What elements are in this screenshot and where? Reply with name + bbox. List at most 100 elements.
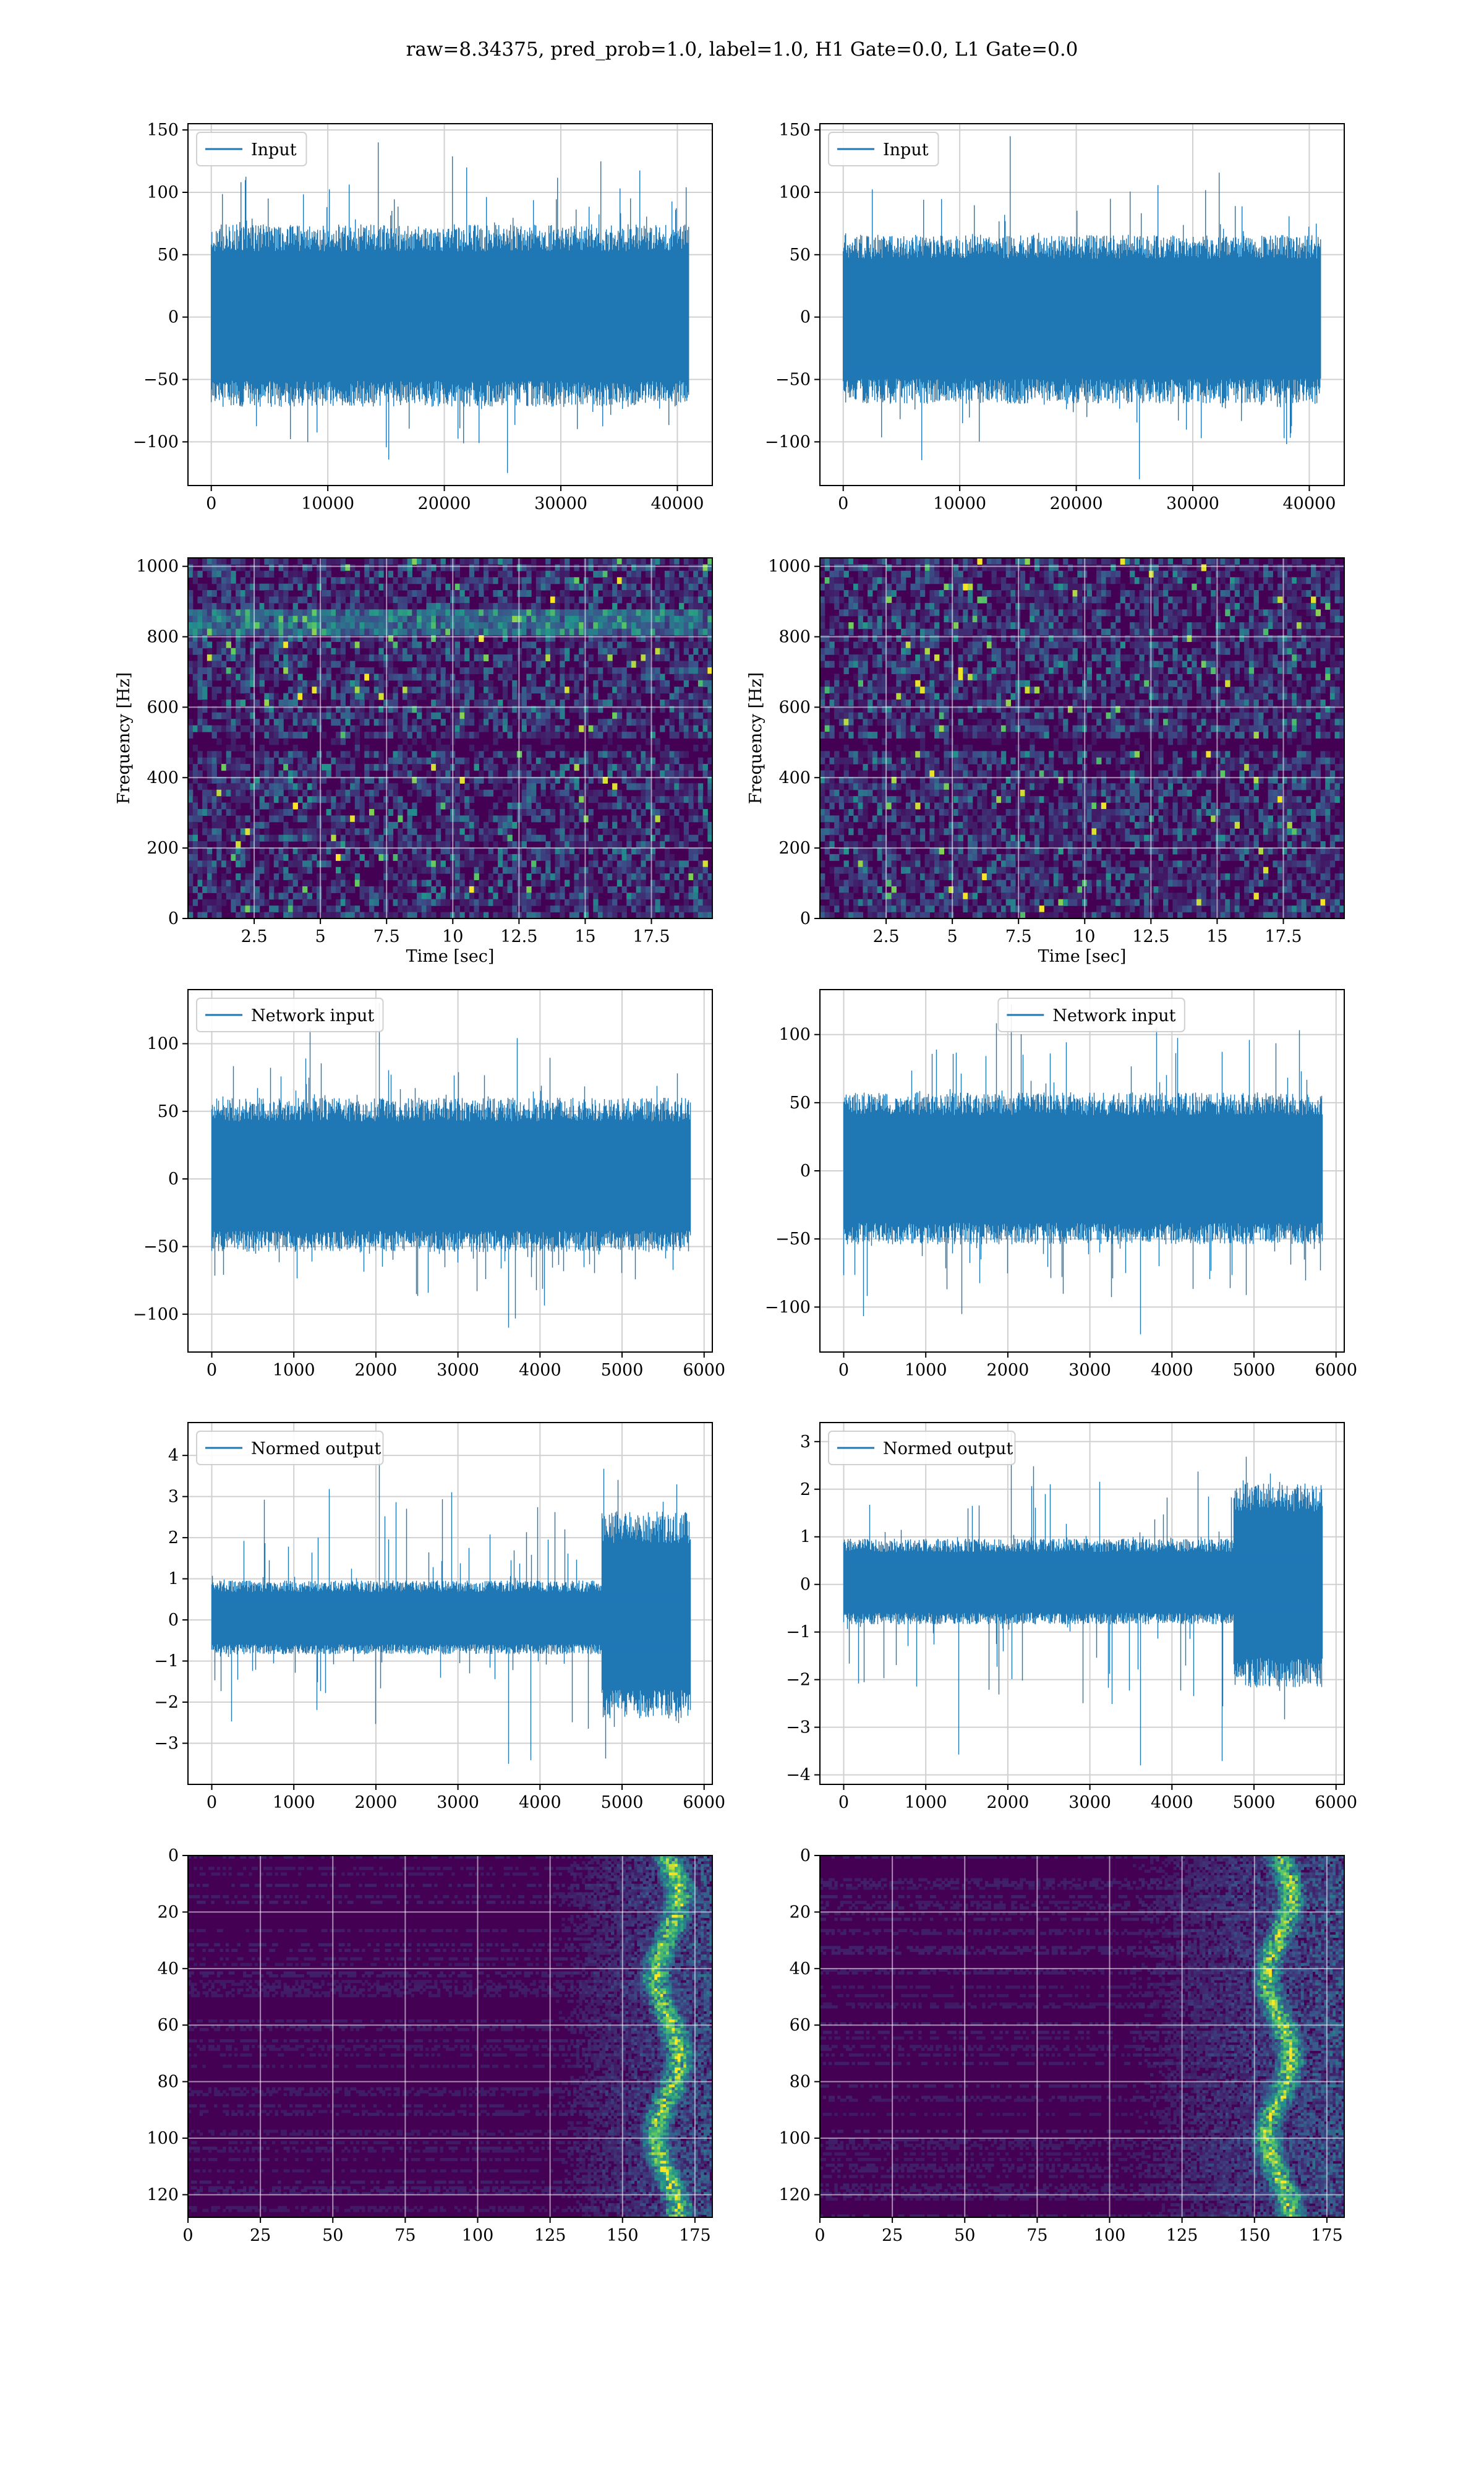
normed-output-h1-xtick: 5000: [601, 1793, 644, 1812]
spectrogram-h1-xtick: 5: [315, 927, 326, 946]
spectrogram-h1-ytick: 800: [147, 628, 179, 647]
network-input-l1-series: [843, 1004, 1323, 1335]
normed-output-l1: Normed output 0 1000 2000 3000 4000 5000 6000 −4…: [786, 1422, 1357, 1812]
input-l1-ytick: 50: [790, 246, 811, 265]
feature-map-l1-ytick: 40: [790, 1959, 811, 1979]
normed-output-h1-legend-label: Normed output: [251, 1439, 381, 1458]
spectrogram-l1-ytick: 200: [778, 839, 811, 858]
feature-map-l1-image: [820, 1856, 1344, 2217]
feature-map-h1: 0 25 50 75 100 125 150 175 0 20 40 60 80 100 120: [147, 1846, 713, 2245]
spectrogram-h1-xlabel: Time [sec]: [406, 947, 495, 966]
feature-map-h1-image: [188, 1856, 712, 2217]
input-l1-ytick: −50: [775, 370, 811, 390]
normed-output-l1-ytick: 2: [800, 1480, 811, 1499]
spectrogram-l1-ylabel: Frequency [Hz]: [746, 672, 765, 804]
feature-map-h1-xtick: 50: [322, 2226, 343, 2245]
network-input-h1-xtick: 4000: [519, 1361, 561, 1380]
normed-output-l1-xtick: 0: [838, 1793, 849, 1812]
input-l1-ytick: 100: [778, 183, 811, 202]
input-h1-ytick: −100: [133, 432, 179, 452]
feature-map-l1-ytick: 60: [790, 2016, 811, 2035]
spectrogram-l1-xtick: 2.5: [873, 927, 900, 946]
spectrogram-l1-xtick: 15: [1206, 927, 1227, 946]
input-h1-ytick: 50: [158, 246, 179, 265]
normed-output-h1-xtick: 3000: [437, 1793, 479, 1812]
spectrogram-h1-xtick: 17.5: [633, 927, 670, 946]
normed-output-l1-xtick: 6000: [1315, 1793, 1357, 1812]
network-input-l1-ytick: 0: [800, 1162, 811, 1181]
feature-map-l1-ytick: 0: [800, 1846, 811, 1865]
spectrogram-h1-xtick: 10: [442, 927, 463, 946]
network-input-l1-ytick: −100: [765, 1298, 811, 1317]
spectrogram-h1-frame: [187, 557, 713, 919]
normed-output-l1-legend-label: Normed output: [883, 1439, 1013, 1458]
network-input-h1-xtick: 0: [207, 1361, 217, 1380]
spectrogram-h1-ytick: 1000: [136, 557, 179, 576]
normed-output-h1-ytick: −2: [154, 1693, 179, 1712]
normed-output-h1-ytick: −3: [154, 1734, 179, 1753]
network-input-l1-ytick: 50: [790, 1094, 811, 1113]
input-l1-xtick: 30000: [1166, 494, 1219, 513]
feature-map-h1-xtick: 100: [462, 2226, 494, 2245]
feature-map-l1-ytick: 120: [778, 2185, 811, 2204]
input-h1-ytick: 150: [147, 121, 179, 140]
feature-map-h1-ytick: 40: [158, 1959, 179, 1979]
normed-output-l1-legend: Normed output: [828, 1431, 1016, 1465]
input-h1: Input 0 10000 20000 30000 40000 −100 −50 0 50 100 1…: [133, 121, 713, 513]
spectrogram-h1-xtick: 15: [574, 927, 595, 946]
network-input-l1-xtick: 4000: [1151, 1361, 1193, 1380]
feature-map-l1-xtick: 0: [814, 2226, 825, 2245]
feature-map-h1-xtick: 150: [607, 2226, 639, 2245]
input-h1-ytick: 0: [168, 308, 179, 327]
normed-output-h1-xtick: 2000: [355, 1793, 398, 1812]
network-input-l1-legend: Network input: [997, 998, 1185, 1032]
normed-output-l1-ytick: −1: [786, 1623, 811, 1642]
normed-output-h1-legend: Normed output: [196, 1431, 384, 1465]
input-l1-xtick: 40000: [1283, 494, 1336, 513]
network-input-h1-xtick: 6000: [683, 1361, 725, 1380]
feature-map-h1-ytick: 100: [147, 2129, 179, 2148]
network-input-h1-legend: Network input: [196, 998, 384, 1032]
input-h1-xtick: 20000: [418, 494, 471, 513]
feature-map-h1-xtick: 125: [534, 2226, 566, 2245]
spectrogram-h1-xtick: 12.5: [500, 927, 537, 946]
input-l1-xtick: 0: [838, 494, 848, 513]
input-h1-series: [211, 142, 689, 473]
input-h1-legend-label: Input: [251, 140, 297, 160]
normed-output-h1-xtick: 0: [207, 1793, 217, 1812]
network-input-l1-xtick: 3000: [1068, 1361, 1111, 1380]
feature-map-l1-xtick: 50: [954, 2226, 975, 2245]
spectrogram-h1-ytick: 600: [147, 698, 179, 717]
normed-output-h1-xtick: 1000: [273, 1793, 315, 1812]
spectrogram-l1-image: [820, 558, 1344, 918]
normed-output-l1-xtick: 1000: [905, 1793, 947, 1812]
feature-map-l1-xtick: 175: [1311, 2226, 1343, 2245]
spectrogram-l1-ytick: 800: [778, 628, 811, 647]
normed-output-l1-xtick: 2000: [987, 1793, 1030, 1812]
network-input-h1-xtick: 5000: [601, 1361, 644, 1380]
feature-map-l1-xtick: 150: [1239, 2226, 1271, 2245]
network-input-l1-xtick: 5000: [1233, 1361, 1276, 1380]
normed-output-l1-ytick: 0: [800, 1575, 811, 1594]
network-input-l1-xtick: 2000: [987, 1361, 1030, 1380]
network-input-l1-xtick: 6000: [1315, 1361, 1357, 1380]
normed-output-l1-xtick: 5000: [1233, 1793, 1276, 1812]
network-input-h1-xtick: 1000: [273, 1361, 315, 1380]
normed-output-l1-ytick: −2: [786, 1671, 811, 1690]
normed-output-h1-frame: [187, 1422, 713, 1785]
spectrogram-h1-ytick: 400: [147, 768, 179, 787]
input-h1-xtick: 0: [206, 494, 216, 513]
spectrogram-h1-ytick: 200: [147, 839, 179, 858]
spectrogram-l1: 2.5 5 7.5 10 12.5 15 17.5 0 200 400 600 800 1000 Time…: [746, 557, 1345, 966]
normed-output-h1-ytick: 1: [168, 1570, 179, 1589]
feature-map-h1-ytick: 60: [158, 2016, 179, 2035]
input-l1-ytick: 0: [800, 308, 811, 327]
feature-map-h1-ytick: 0: [168, 1846, 179, 1865]
input-h1-xtick: 10000: [301, 494, 354, 513]
network-input-h1-xtick: 3000: [437, 1361, 479, 1380]
normed-output-h1-xtick: 6000: [683, 1793, 725, 1812]
network-input-l1-ytick: 100: [778, 1025, 811, 1045]
